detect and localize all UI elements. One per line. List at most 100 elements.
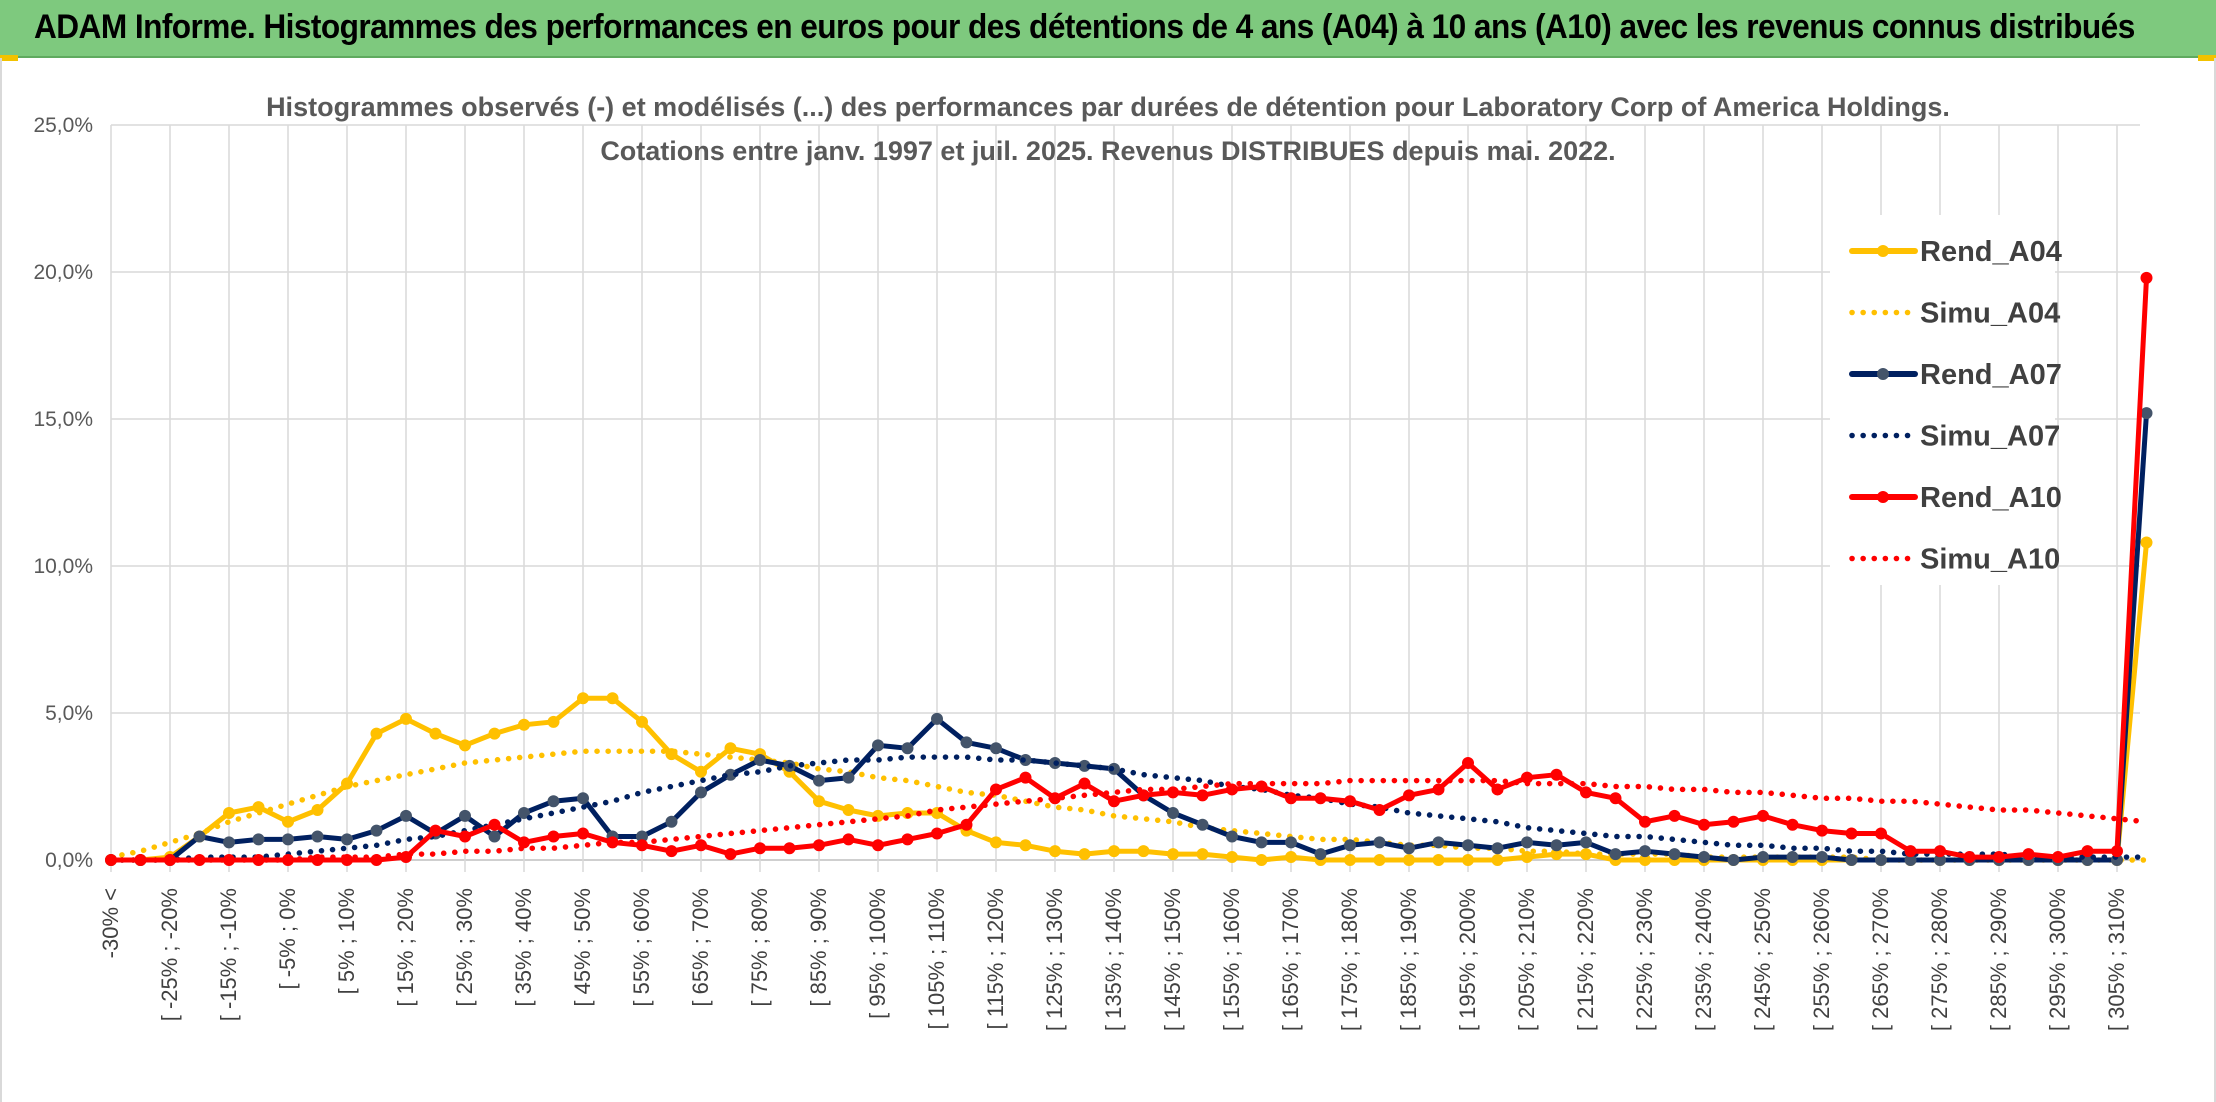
data-point xyxy=(813,795,825,808)
data-point xyxy=(1137,845,1150,858)
legend-item: Simu_A10 xyxy=(1849,544,2060,576)
data-point xyxy=(842,804,855,817)
data-point xyxy=(960,818,973,831)
data-point xyxy=(1786,818,1799,831)
data-point xyxy=(1226,783,1238,796)
legend-label: Rend_A07 xyxy=(1920,359,2062,391)
data-point xyxy=(1285,836,1297,849)
data-point xyxy=(1167,806,1179,819)
data-point xyxy=(1934,845,1946,858)
data-point xyxy=(1875,827,1887,840)
data-point xyxy=(1344,854,1356,866)
data-point xyxy=(1108,795,1120,808)
data-point xyxy=(341,833,353,846)
data-point xyxy=(547,830,560,843)
data-point xyxy=(488,830,501,843)
data-point xyxy=(1609,792,1622,805)
series-line xyxy=(108,748,2150,863)
data-point xyxy=(1491,854,1504,866)
x-tick-label: [ -5% ; 0% xyxy=(275,888,300,989)
series-line xyxy=(108,410,2149,863)
data-point xyxy=(1078,848,1091,861)
data-point xyxy=(1521,851,1533,864)
x-tick-label: [ 235% ; 240% xyxy=(1691,888,1716,1031)
data-point xyxy=(282,833,294,846)
data-point xyxy=(1491,842,1504,855)
data-point xyxy=(311,830,324,843)
data-point xyxy=(193,830,206,843)
data-point xyxy=(2140,407,2153,420)
x-tick-label: [ 75% ; 80% xyxy=(747,888,772,1007)
x-tick-label: [ 115% ; 120% xyxy=(983,888,1008,1029)
x-tick-label: [ 195% ; 200% xyxy=(1455,888,1480,1031)
data-point xyxy=(695,839,707,852)
series-line xyxy=(108,540,2149,863)
y-axis-ticks: 0,0% 5,0% 10,0% 15,0% 20,0% 25,0% xyxy=(33,114,93,872)
data-point xyxy=(754,842,766,855)
x-tick-label: [ 255% ; 260% xyxy=(1809,888,1834,1031)
data-point xyxy=(1108,845,1120,858)
legend-label: Rend_A10 xyxy=(1920,482,2062,514)
data-point xyxy=(1255,854,1268,866)
data-point xyxy=(1137,789,1150,802)
x-tick-label: [ 215% ; 220% xyxy=(1573,888,1598,1031)
x-tick-label: [ 25% ; 30% xyxy=(452,888,477,1007)
data-point xyxy=(1344,795,1356,808)
title-banner: ADAM Informe. Histogrammes des performan… xyxy=(0,0,2216,58)
data-point xyxy=(990,836,1002,849)
x-tick-label: [ 5% ; 10% xyxy=(334,888,359,994)
x-tick-label: [ 245% ; 250% xyxy=(1750,888,1775,1031)
data-point xyxy=(1344,839,1356,852)
series-simu-a10 xyxy=(108,777,2150,863)
data-point xyxy=(1373,836,1386,849)
x-tick-label: [ 85% ; 90% xyxy=(806,888,831,1007)
data-point xyxy=(370,727,383,740)
data-point xyxy=(311,804,324,817)
data-point xyxy=(488,818,501,831)
data-point xyxy=(1668,809,1681,822)
legend: Rend_A04 Simu_A04 Rend_A07 Simu_A07 Rend_A10… xyxy=(1830,215,2062,585)
data-point xyxy=(2140,271,2153,284)
corner-mark-right xyxy=(2198,55,2216,61)
data-point xyxy=(459,739,471,752)
data-point xyxy=(813,774,825,787)
data-point xyxy=(459,809,471,822)
data-point xyxy=(1668,848,1681,861)
data-point xyxy=(252,833,265,846)
data-point xyxy=(636,715,648,728)
data-point xyxy=(901,833,914,846)
data-point xyxy=(1432,783,1445,796)
series-lines xyxy=(105,271,2153,866)
data-point xyxy=(1786,851,1799,864)
x-tick-label: [ 185% ; 190% xyxy=(1396,888,1421,1031)
series-simu-a04 xyxy=(108,748,2150,863)
data-point xyxy=(1196,789,1209,802)
y-tick-label: 25,0% xyxy=(33,114,93,137)
data-point xyxy=(547,715,560,728)
data-point xyxy=(813,839,825,852)
series-line xyxy=(108,777,2150,863)
data-point xyxy=(2081,845,2094,858)
data-point xyxy=(1462,756,1474,769)
data-point xyxy=(1521,836,1533,849)
series-simu-a07 xyxy=(108,754,2150,863)
data-point xyxy=(1757,851,1769,864)
chart-title-line-2: Cotations entre janv. 1997 et juil. 2025… xyxy=(600,136,1615,166)
data-point xyxy=(488,727,501,740)
x-tick-label: [ 165% ; 170% xyxy=(1278,888,1303,1031)
data-point xyxy=(1580,786,1592,799)
data-point xyxy=(754,754,766,767)
legend-box xyxy=(1830,215,2055,585)
x-tick-label: [ 65% ; 70% xyxy=(688,888,713,1007)
grid xyxy=(110,124,2140,872)
data-point xyxy=(1314,792,1327,805)
data-point xyxy=(1196,818,1209,831)
data-point xyxy=(990,742,1002,755)
x-tick-label: [ -25% ; -20% xyxy=(157,888,182,1021)
data-point xyxy=(2052,851,2064,864)
data-point xyxy=(1285,792,1297,805)
data-point xyxy=(1462,839,1474,852)
data-point xyxy=(518,806,530,819)
data-point xyxy=(518,836,530,849)
data-point xyxy=(1550,768,1563,781)
